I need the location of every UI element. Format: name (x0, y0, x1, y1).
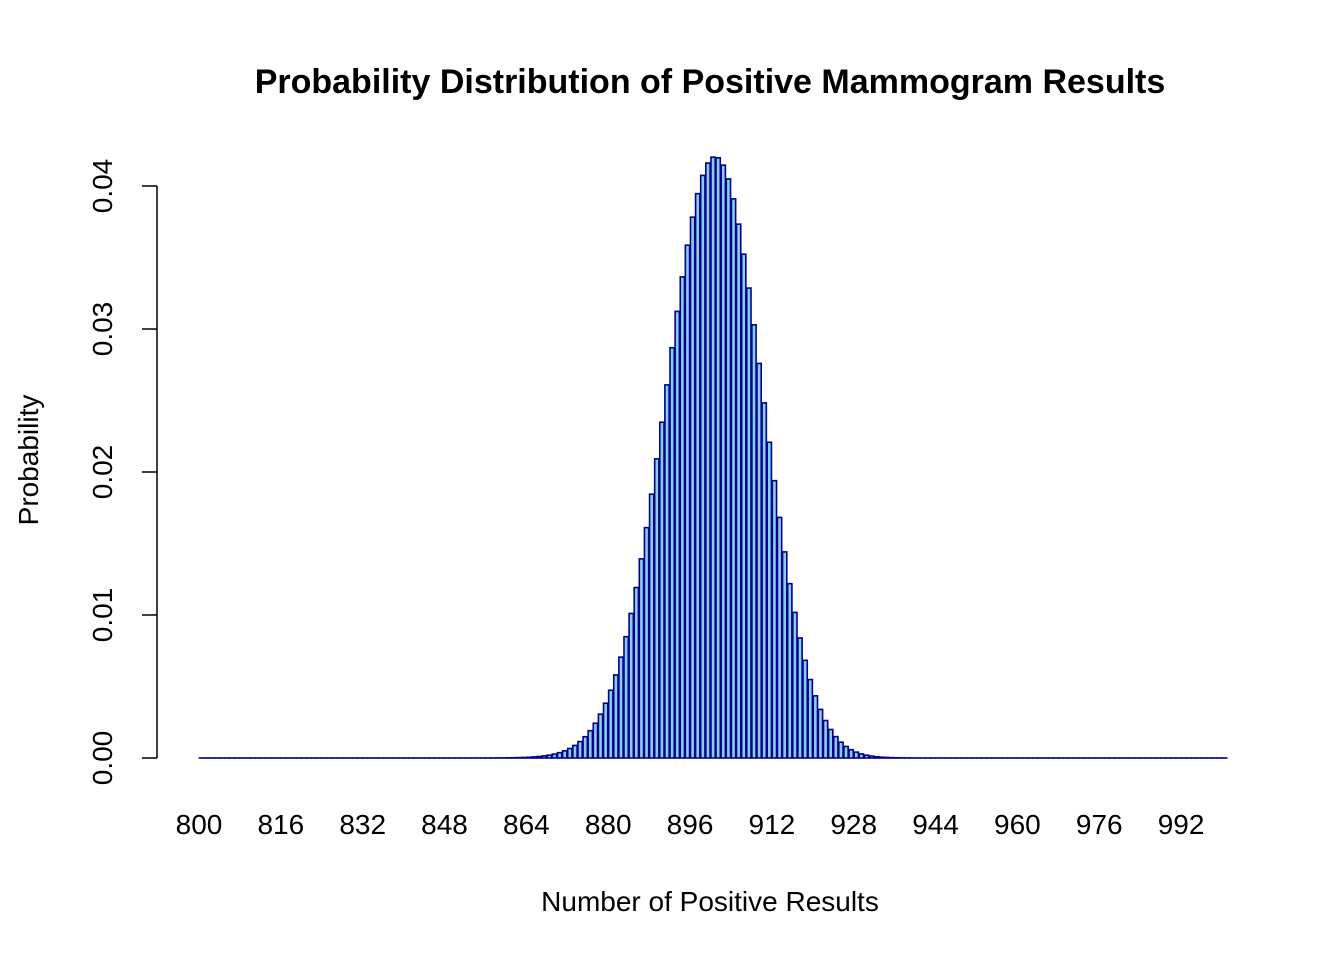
bar (607, 689, 614, 759)
bar (664, 384, 670, 759)
x-tick-label: 896 (667, 809, 714, 840)
bar (689, 216, 696, 759)
bar (740, 253, 747, 759)
x-tick-label: 848 (421, 809, 468, 840)
x-tick-label: 912 (749, 809, 796, 840)
x-tick-label: 960 (994, 809, 1041, 840)
y-axis: 0.00 0.01 0.02 0.03 0.04 (87, 159, 158, 786)
bar (807, 678, 814, 759)
bar (684, 244, 691, 759)
bar (756, 362, 763, 759)
bar (602, 702, 609, 759)
x-axis-label: Number of Positive Results (541, 886, 879, 917)
bar (858, 753, 865, 759)
bar (791, 611, 798, 759)
x-tick-label: 800 (176, 809, 223, 840)
bar (730, 197, 737, 759)
y-tick-label: 0.02 (87, 445, 118, 500)
bar (832, 735, 839, 759)
bar (628, 612, 635, 759)
bar (848, 748, 855, 759)
bar (633, 586, 640, 759)
bar (546, 754, 553, 759)
bar (843, 745, 849, 759)
bar (863, 754, 870, 759)
bar (705, 162, 711, 759)
bar (853, 751, 860, 759)
bar (520, 756, 527, 759)
bar (561, 750, 568, 759)
bars-group (198, 156, 1228, 759)
bar (827, 728, 834, 759)
bar (658, 421, 665, 759)
bar (612, 674, 619, 759)
bar (802, 659, 809, 759)
bar (878, 756, 885, 759)
x-tick-label: 976 (1076, 809, 1123, 840)
bar (536, 755, 543, 759)
bar (679, 276, 686, 759)
bar (582, 735, 589, 759)
bar (776, 516, 783, 759)
bar (694, 192, 701, 759)
bar (551, 753, 558, 759)
bar (781, 551, 788, 759)
bar (797, 637, 803, 759)
bar (648, 493, 655, 759)
bar (715, 157, 722, 759)
bar (643, 526, 650, 759)
bar (592, 722, 599, 759)
x-tick-label: 832 (339, 809, 386, 840)
bar (751, 324, 757, 759)
bar (638, 558, 645, 759)
x-tick-label: 928 (830, 809, 877, 840)
bar (812, 695, 819, 759)
y-tick-label: 0.00 (87, 731, 118, 786)
bar (653, 458, 660, 759)
x-tick-label: 816 (257, 809, 304, 840)
bar (525, 756, 532, 759)
bar (745, 287, 752, 759)
x-tick-label: 880 (585, 809, 632, 840)
bar (669, 346, 676, 759)
y-axis-label: Probability (13, 395, 44, 526)
bar (822, 719, 829, 759)
x-tick-label: 864 (503, 809, 550, 840)
bar (761, 402, 768, 759)
y-tick-label: 0.01 (87, 588, 118, 643)
bar (587, 729, 594, 759)
bar (699, 174, 706, 759)
bar (541, 755, 548, 759)
bar (597, 713, 604, 759)
x-tick-label: 944 (912, 809, 959, 840)
bar (674, 310, 681, 759)
bar (786, 582, 793, 759)
chart-title: Probability Distribution of Positive Mam… (255, 63, 1166, 101)
bar (868, 755, 875, 759)
bar (735, 223, 742, 759)
bar (725, 178, 732, 759)
bar (884, 756, 890, 759)
x-tick-label: 992 (1158, 809, 1205, 840)
bar (873, 755, 880, 759)
bar (771, 479, 778, 759)
bar (720, 164, 727, 759)
bar (623, 635, 630, 759)
bar (838, 741, 844, 759)
y-tick-label: 0.04 (87, 159, 118, 214)
bar (817, 708, 824, 759)
bar (572, 744, 578, 759)
bar (556, 751, 563, 759)
y-tick-label: 0.03 (87, 302, 118, 357)
bar (531, 756, 537, 759)
bar (766, 441, 773, 759)
bar (566, 747, 573, 759)
bar (618, 656, 624, 759)
bar (577, 740, 583, 759)
bar (710, 156, 716, 759)
x-axis-ticks: 800 816 832 848 864 880 896 912 928 944 960 976 992 (176, 809, 1205, 840)
